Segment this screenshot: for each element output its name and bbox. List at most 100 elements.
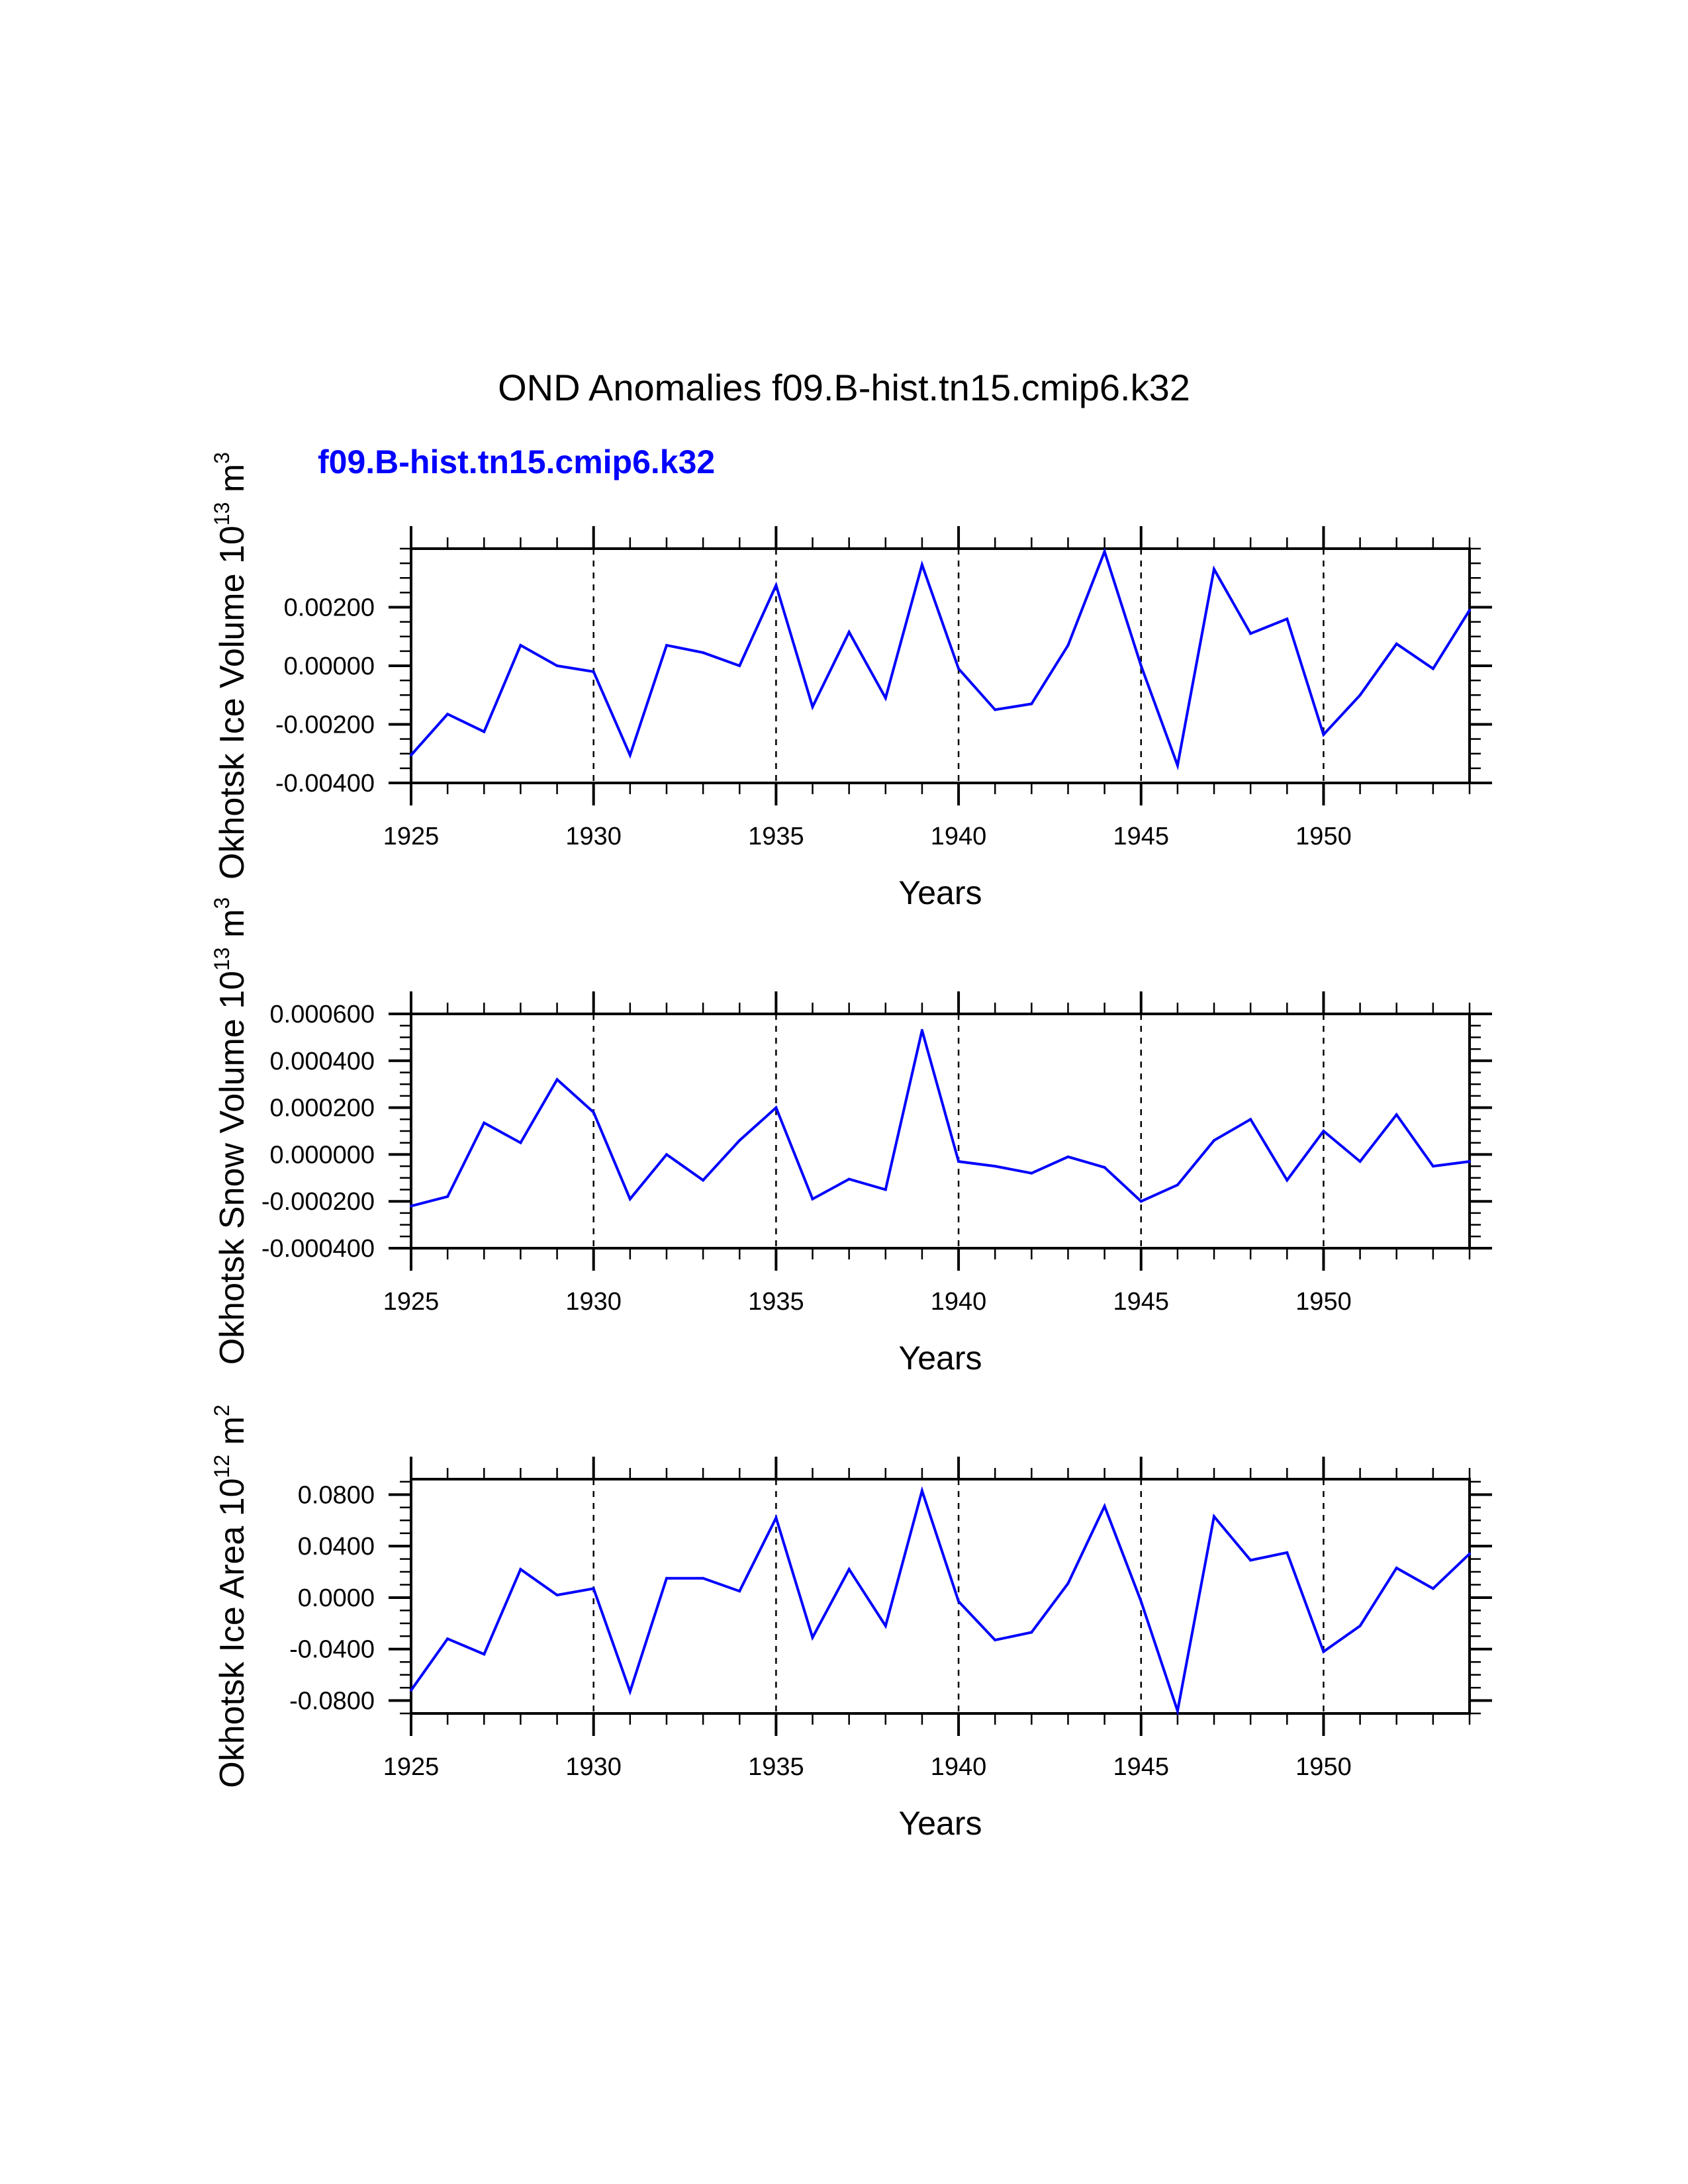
data-point bbox=[483, 730, 486, 733]
data-point bbox=[519, 1141, 522, 1144]
plot-frame bbox=[410, 547, 1471, 784]
x-tick-label: 1940 bbox=[931, 823, 987, 850]
y-axis-title-part: 3 bbox=[210, 897, 234, 909]
data-point bbox=[702, 651, 705, 655]
data-point bbox=[1395, 1567, 1398, 1570]
data-point bbox=[1358, 694, 1362, 697]
data-point bbox=[920, 563, 923, 567]
x-tick-label: 1930 bbox=[565, 1753, 622, 1781]
data-point bbox=[1431, 1587, 1434, 1590]
data-point bbox=[1322, 1650, 1325, 1653]
data-point bbox=[1468, 608, 1471, 612]
y-axis-title-part: 13 bbox=[210, 947, 234, 971]
data-point bbox=[1103, 550, 1106, 553]
data-point bbox=[847, 1177, 851, 1181]
data-point bbox=[811, 705, 814, 708]
x-tick-label: 1945 bbox=[1113, 1288, 1169, 1316]
data-point bbox=[1286, 1179, 1289, 1182]
y-tick-label: -0.00400 bbox=[275, 770, 375, 797]
data-point bbox=[811, 1636, 814, 1639]
data-point bbox=[1322, 733, 1325, 736]
data-point bbox=[738, 1590, 741, 1593]
data-point bbox=[410, 753, 412, 756]
y-axis-title: Okhotsk Snow Volume 1013 m3 bbox=[210, 897, 252, 1365]
data-point bbox=[446, 1195, 449, 1199]
data-point bbox=[665, 644, 668, 647]
data-point bbox=[738, 664, 741, 667]
x-tick-label: 1930 bbox=[565, 1288, 622, 1316]
y-tick-label: 0.000400 bbox=[270, 1048, 375, 1075]
data-point bbox=[994, 708, 997, 711]
y-axis-title-part: Okhotsk Ice Volume 10 bbox=[213, 525, 252, 880]
series-line bbox=[410, 1486, 1471, 1717]
data-point bbox=[957, 667, 961, 670]
data-point bbox=[410, 1205, 412, 1208]
data-point bbox=[1286, 617, 1289, 621]
plot-frame bbox=[410, 1478, 1471, 1715]
data-point bbox=[555, 664, 559, 667]
data-point bbox=[1066, 644, 1070, 647]
data-point bbox=[1322, 1130, 1325, 1132]
panel-snow-volume: 1925 1930 1935 1940 1945 1950 -0.000400 -0.0002… bbox=[210, 897, 1492, 1377]
y-tick-label: 0.0800 bbox=[298, 1481, 375, 1509]
y-tick-label: -0.000200 bbox=[261, 1188, 375, 1216]
data-point bbox=[847, 631, 851, 634]
data-point bbox=[811, 1197, 814, 1201]
series-line bbox=[410, 547, 1471, 771]
y-tick-label: 0.000000 bbox=[270, 1141, 375, 1169]
data-point bbox=[446, 713, 449, 716]
data-point bbox=[1395, 642, 1398, 645]
data-point bbox=[665, 1153, 668, 1156]
data-point bbox=[957, 1160, 961, 1163]
data-point bbox=[1176, 1183, 1179, 1187]
data-point bbox=[1176, 764, 1179, 767]
data-point bbox=[665, 1576, 668, 1580]
data-point bbox=[884, 696, 887, 700]
data-point bbox=[1358, 1160, 1362, 1163]
data-point bbox=[1030, 1631, 1033, 1634]
data-point bbox=[1139, 664, 1143, 667]
x-tick-label: 1945 bbox=[1113, 823, 1169, 850]
data-point bbox=[592, 1111, 595, 1114]
figure-title: OND Anomalies f09.B-hist.tn15.cmip6.k32 bbox=[498, 367, 1190, 408]
figure-subtitle: f09.B-hist.tn15.cmip6.k32 bbox=[318, 443, 715, 480]
plot-frame bbox=[410, 1013, 1471, 1250]
y-axis-title-part: 12 bbox=[210, 1455, 234, 1479]
data-point bbox=[884, 1188, 887, 1191]
data-point bbox=[738, 1139, 741, 1142]
y-axis-title-part: 3 bbox=[210, 452, 234, 464]
data-point bbox=[920, 1028, 923, 1032]
data-point bbox=[483, 1653, 486, 1656]
data-point bbox=[1468, 1160, 1471, 1163]
y-tick-label: 0.00200 bbox=[284, 594, 375, 622]
data-point bbox=[483, 1121, 486, 1124]
data-point bbox=[994, 1165, 997, 1168]
y-axis-title-part: m bbox=[213, 1416, 252, 1455]
x-tick-label: 1925 bbox=[383, 823, 440, 850]
x-tick-label: 1940 bbox=[931, 1753, 987, 1781]
data-point bbox=[1213, 567, 1216, 570]
x-tick-label: 1950 bbox=[1295, 823, 1352, 850]
y-tick-label: -0.0400 bbox=[289, 1636, 375, 1664]
data-point bbox=[519, 1568, 522, 1571]
y-tick-label: 0.000600 bbox=[270, 1001, 375, 1028]
y-axis-title: Okhotsk Ice Volume 1013 m3 bbox=[210, 452, 252, 880]
y-tick-label: 0.00000 bbox=[284, 653, 375, 680]
data-point bbox=[1030, 1171, 1033, 1175]
x-tick-label: 1950 bbox=[1295, 1753, 1352, 1781]
x-tick-label: 1945 bbox=[1113, 1753, 1169, 1781]
data-point bbox=[1139, 1200, 1143, 1203]
x-axis-title: Years bbox=[898, 1340, 982, 1377]
data-point bbox=[774, 584, 778, 587]
data-point bbox=[555, 1594, 559, 1597]
x-tick-label: 1935 bbox=[748, 1753, 804, 1781]
x-axis-title: Years bbox=[898, 874, 982, 911]
data-point bbox=[1249, 1118, 1252, 1121]
panel-ice-volume: 1925 1930 1935 1940 1945 1950 -0.00400 -0.00200… bbox=[210, 452, 1492, 911]
data-point bbox=[1213, 1139, 1216, 1142]
data-point bbox=[1213, 1515, 1216, 1518]
data-point bbox=[555, 1078, 559, 1081]
data-point bbox=[519, 644, 522, 647]
data-point bbox=[1468, 1552, 1471, 1555]
